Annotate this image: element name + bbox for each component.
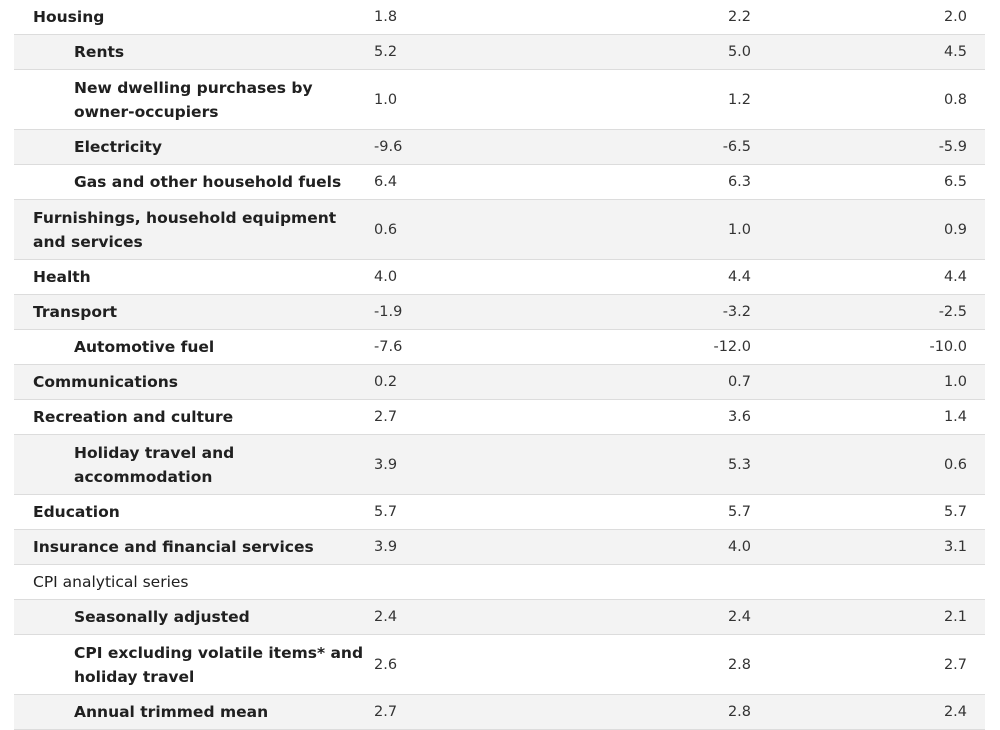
value-cell-col2: 2.4 bbox=[727, 609, 751, 625]
value-cell-col3: 2.1 bbox=[943, 609, 967, 625]
value-cell-col3: 2.4 bbox=[943, 704, 967, 720]
value-cell-col1 bbox=[374, 565, 574, 600]
table-row: New dwelling purchases by owner-occupier… bbox=[14, 70, 985, 130]
value-cell-col1: 3.9 bbox=[374, 539, 398, 555]
value-cell-col1: 3.9 bbox=[374, 456, 398, 473]
value-cell-col1: 4.0 bbox=[374, 269, 398, 285]
value-cell-col1: -9.6 bbox=[374, 139, 403, 155]
value-cell-col3: -10.0 bbox=[929, 339, 967, 355]
value-cell-col3: 4.5 bbox=[943, 44, 967, 60]
value-cell-col1: -1.9 bbox=[374, 304, 403, 320]
table-row: Gas and other household fuels 6.4 6.3 6.… bbox=[14, 165, 985, 200]
value-cell-col3: 3.1 bbox=[943, 539, 967, 555]
row-label: Housing bbox=[33, 8, 105, 26]
row-label: Rents bbox=[74, 43, 125, 61]
value-cell-col1: 1.8 bbox=[374, 9, 398, 25]
value-cell-col2: 1.2 bbox=[727, 91, 751, 108]
table-row: Insurance and financial services 3.9 4.0… bbox=[14, 529, 985, 565]
table-row: Communications 0.2 0.7 1.0 bbox=[14, 364, 985, 400]
row-label: Education bbox=[33, 503, 120, 521]
value-cell-col3: 0.6 bbox=[943, 456, 967, 473]
value-cell-col3: 2.7 bbox=[943, 656, 967, 673]
table-row: Transport -1.9 -3.2 -2.5 bbox=[14, 294, 985, 330]
section-header-label: CPI analytical series bbox=[33, 573, 189, 591]
value-cell-col1: 5.7 bbox=[374, 504, 398, 520]
value-cell-col3: 0.9 bbox=[943, 221, 967, 238]
value-cell-col1: 0.6 bbox=[374, 221, 398, 238]
table-row: Recreation and culture 2.7 3.6 1.4 bbox=[14, 400, 985, 435]
value-cell-col1: 2.4 bbox=[374, 609, 398, 625]
value-cell-col2 bbox=[574, 565, 775, 600]
value-cell-col3: -2.5 bbox=[938, 304, 967, 320]
value-cell-col2: 6.3 bbox=[727, 174, 751, 190]
row-label: Health bbox=[33, 268, 91, 286]
value-cell-col2: 0.7 bbox=[727, 374, 751, 390]
value-cell-col2: -6.5 bbox=[722, 139, 751, 155]
value-cell-col2: 2.2 bbox=[727, 9, 751, 25]
section-header-row: CPI analytical series bbox=[14, 565, 985, 600]
value-cell-col1: 6.4 bbox=[374, 174, 398, 190]
table-row: Electricity -9.6 -6.5 -5.9 bbox=[14, 129, 985, 165]
row-label: CPI excluding volatile items* and holida… bbox=[74, 643, 364, 686]
row-label: Seasonally adjusted bbox=[74, 608, 250, 626]
value-cell-col2: 5.7 bbox=[727, 504, 751, 520]
value-cell-col2: 4.4 bbox=[727, 269, 751, 285]
table-row: CPI excluding volatile items* and holida… bbox=[14, 635, 985, 695]
value-cell-col2: -12.0 bbox=[713, 339, 751, 355]
value-cell-col3: 4.4 bbox=[943, 269, 967, 285]
value-cell-col2: 5.0 bbox=[727, 44, 751, 60]
row-label: Automotive fuel bbox=[74, 338, 215, 356]
value-cell-col1: 2.6 bbox=[374, 656, 398, 673]
row-label: Recreation and culture bbox=[33, 408, 234, 426]
table-row: Housing 1.8 2.2 2.0 bbox=[14, 0, 985, 35]
value-cell-col2: 3.6 bbox=[727, 409, 751, 425]
table-row: Education 5.7 5.7 5.7 bbox=[14, 495, 985, 530]
value-cell-col3: 5.7 bbox=[943, 504, 967, 520]
row-label: Furnishings, household equipment and ser… bbox=[33, 208, 337, 251]
table-row: Rents 5.2 5.0 4.5 bbox=[14, 34, 985, 70]
value-cell-col2: -3.2 bbox=[722, 304, 751, 320]
table-row: Automotive fuel -7.6 -12.0 -10.0 bbox=[14, 330, 985, 365]
table-row: Seasonally adjusted 2.4 2.4 2.1 bbox=[14, 599, 985, 635]
row-label: Holiday travel and accommodation bbox=[74, 443, 235, 486]
table-row: Health 4.0 4.4 4.4 bbox=[14, 260, 985, 295]
row-label: Communications bbox=[33, 373, 178, 391]
value-cell-col3: 2.0 bbox=[943, 9, 967, 25]
value-cell-col1: -7.6 bbox=[374, 339, 403, 355]
value-cell-col2: 4.0 bbox=[727, 539, 751, 555]
value-cell-col2: 2.8 bbox=[727, 704, 751, 720]
table-row: Holiday travel and accommodation 3.9 5.3… bbox=[14, 434, 985, 495]
value-cell-col3: 0.8 bbox=[943, 91, 967, 108]
row-label: Gas and other household fuels bbox=[74, 173, 342, 191]
row-label: Electricity bbox=[74, 138, 162, 156]
table-row: Annual trimmed mean 2.7 2.8 2.4 bbox=[14, 694, 985, 730]
value-cell-col2: 2.8 bbox=[727, 656, 751, 673]
row-label: New dwelling purchases by owner-occupier… bbox=[74, 78, 313, 121]
row-label: Annual trimmed mean bbox=[74, 703, 269, 721]
value-cell-col1: 2.7 bbox=[374, 409, 398, 425]
value-cell-col1: 1.0 bbox=[374, 91, 398, 108]
table-row: Furnishings, household equipment and ser… bbox=[14, 199, 985, 260]
value-cell-col3: 6.5 bbox=[943, 174, 967, 190]
cpi-table-container: Housing 1.8 2.2 2.0 Rents 5.2 5.0 4.5 Ne… bbox=[14, 0, 985, 730]
value-cell-col2: 1.0 bbox=[727, 221, 751, 238]
value-cell-col3: 1.0 bbox=[943, 374, 967, 390]
row-label: Insurance and financial services bbox=[33, 538, 314, 556]
value-cell-col3: 1.4 bbox=[943, 409, 967, 425]
value-cell-col2: 5.3 bbox=[727, 456, 751, 473]
row-label: Transport bbox=[33, 303, 118, 321]
value-cell-col1: 2.7 bbox=[374, 704, 398, 720]
value-cell-col1: 5.2 bbox=[374, 44, 398, 60]
cpi-table: Housing 1.8 2.2 2.0 Rents 5.2 5.0 4.5 Ne… bbox=[14, 0, 985, 730]
value-cell-col1: 0.2 bbox=[374, 374, 398, 390]
value-cell-col3: -5.9 bbox=[938, 139, 967, 155]
value-cell-col3 bbox=[775, 565, 985, 600]
